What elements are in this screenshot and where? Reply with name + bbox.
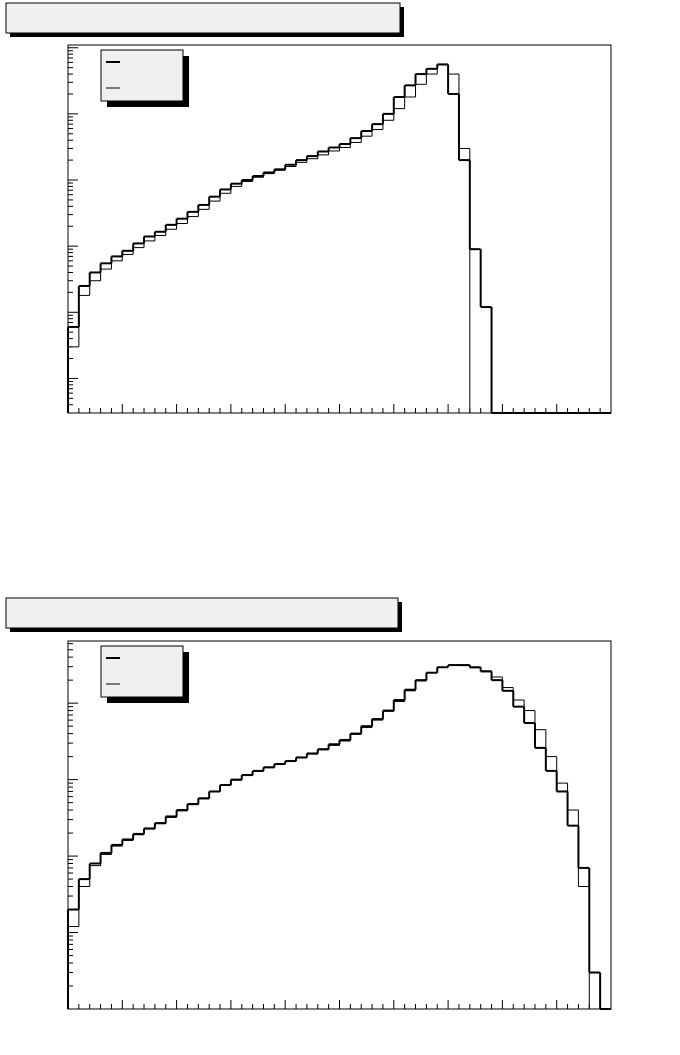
title-box: [5, 597, 399, 629]
legend: [100, 49, 184, 102]
legend: [100, 645, 184, 698]
title-box: [5, 2, 401, 34]
